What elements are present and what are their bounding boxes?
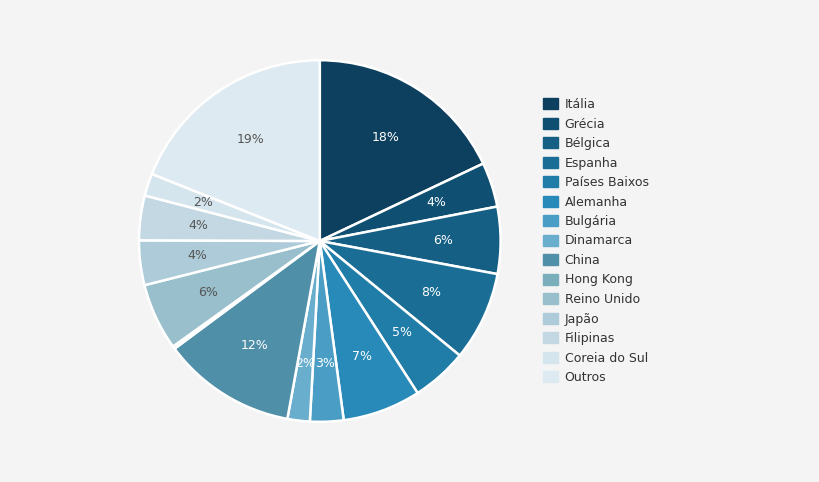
Wedge shape: [174, 241, 319, 419]
Wedge shape: [319, 241, 459, 393]
Text: 4%: 4%: [188, 219, 207, 232]
Wedge shape: [287, 241, 319, 422]
Text: 4%: 4%: [188, 249, 207, 262]
Text: 6%: 6%: [432, 234, 452, 247]
Text: 8%: 8%: [421, 286, 441, 299]
Wedge shape: [139, 196, 319, 241]
Text: 3%: 3%: [314, 357, 334, 370]
Text: 2%: 2%: [192, 196, 213, 209]
Wedge shape: [310, 241, 343, 422]
Text: 5%: 5%: [391, 326, 411, 339]
Text: 19%: 19%: [237, 133, 265, 146]
Wedge shape: [173, 241, 319, 348]
Wedge shape: [319, 241, 497, 356]
Wedge shape: [319, 163, 496, 241]
Text: 12%: 12%: [241, 339, 269, 352]
Text: 18%: 18%: [371, 131, 399, 144]
Wedge shape: [319, 241, 417, 420]
Wedge shape: [319, 60, 482, 241]
Text: 6%: 6%: [198, 286, 218, 299]
Text: 7%: 7%: [352, 350, 372, 363]
Wedge shape: [319, 206, 500, 274]
Legend: Itália, Grécia, Bélgica, Espanha, Países Baixos, Alemanha, Bulgária, Dinamarca, : Itália, Grécia, Bélgica, Espanha, Países…: [538, 93, 653, 389]
Wedge shape: [145, 174, 319, 241]
Text: 2%: 2%: [295, 357, 314, 370]
Wedge shape: [144, 241, 319, 347]
Wedge shape: [139, 241, 319, 285]
Text: 4%: 4%: [426, 196, 446, 209]
Wedge shape: [152, 60, 319, 241]
